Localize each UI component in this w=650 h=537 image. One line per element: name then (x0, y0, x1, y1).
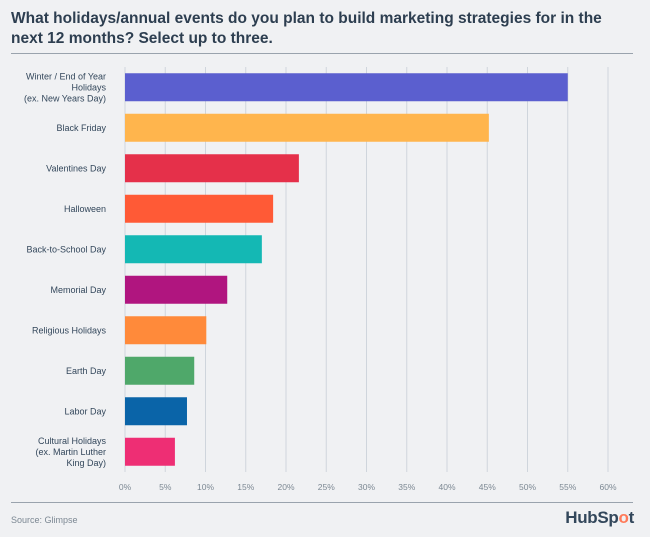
x-tick-label: 35% (398, 482, 415, 492)
bar (125, 437, 175, 466)
hubspot-logo: HubSpot (565, 508, 634, 527)
x-tick-label: 30% (358, 482, 375, 492)
bar (125, 113, 489, 142)
x-tick-label: 40% (438, 482, 455, 492)
bar (125, 154, 299, 183)
chart-title: What holidays/annual events do you plan … (11, 10, 602, 47)
source-note: Source: Glimpse (11, 515, 78, 525)
category-label: Cultural Holidays (ex. Martin Luther King … (35, 436, 106, 468)
x-tick-label: 5% (159, 482, 172, 492)
category-label: Valentines Day (46, 163, 106, 173)
x-tick-label: 60% (599, 482, 616, 492)
category-label: Earth Day (66, 366, 107, 376)
bar (125, 356, 195, 385)
x-tick-label: 15% (237, 482, 254, 492)
x-tick-label: 55% (559, 482, 576, 492)
bar (125, 397, 187, 426)
category-label: Back-to-School Day (26, 244, 106, 254)
bar (125, 235, 262, 264)
bar (125, 73, 568, 102)
bar (125, 194, 274, 223)
bar (125, 316, 207, 345)
x-tick-label: 20% (277, 482, 294, 492)
title-divider (11, 53, 633, 54)
x-tick-label: 45% (479, 482, 496, 492)
x-tick-label: 50% (519, 482, 536, 492)
x-tick-label: 25% (318, 482, 335, 492)
category-label: Memorial Day (50, 285, 106, 295)
bar (125, 275, 228, 304)
x-tick-label: 10% (197, 482, 214, 492)
category-label: Labor Day (64, 406, 106, 416)
category-label: Black Friday (56, 123, 106, 133)
category-label: Religious Holidays (32, 325, 107, 335)
footer-divider (11, 502, 633, 503)
x-tick-label: 0% (119, 482, 132, 492)
category-label: Winter / End of Year Holidays (ex. New Yea… (24, 71, 107, 103)
category-label: Halloween (64, 204, 106, 214)
